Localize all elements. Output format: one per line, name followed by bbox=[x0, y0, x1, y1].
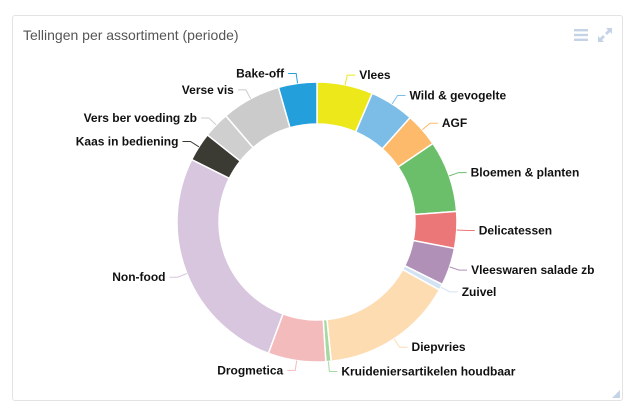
label-zuivel: Zuivel bbox=[462, 285, 497, 299]
label-non-food: Non-food bbox=[112, 270, 165, 284]
connector-agf bbox=[422, 122, 438, 131]
label-bake-off: Bake-off bbox=[236, 66, 285, 80]
slice-non-food[interactable] bbox=[176, 158, 284, 355]
label-kruideniersartikelen-houdbaar: Kruideniersartikelen houdbaar bbox=[341, 364, 515, 378]
label-kaas-in-bediening: Kaas in bediening bbox=[76, 134, 179, 148]
connector-bloemen-planten bbox=[449, 172, 467, 177]
connector-verse-vis bbox=[237, 89, 252, 99]
label-delicatessen: Delicatessen bbox=[479, 224, 552, 238]
expand-icon[interactable] bbox=[596, 26, 614, 44]
hamburger-menu-icon[interactable] bbox=[572, 26, 590, 44]
label-bloemen-planten: Bloemen & planten bbox=[471, 166, 580, 180]
label-vleeswaren-salade-zb: Vleeswaren salade zb bbox=[471, 263, 594, 277]
label-wild-gevogelte: Wild & gevogelte bbox=[410, 88, 507, 102]
connector-vers-ber-voeding-zb bbox=[200, 117, 217, 126]
connector-vlees bbox=[344, 74, 356, 85]
connector-zuivel bbox=[440, 286, 458, 293]
slice-bake-off[interactable] bbox=[277, 81, 318, 129]
panel-toolbar bbox=[572, 26, 614, 44]
panel-title: Tellingen per assortiment (periode) bbox=[23, 27, 239, 43]
connector-kruideniersartikelen-houdbaar bbox=[328, 361, 338, 372]
connector-drogmetica bbox=[287, 360, 298, 371]
connector-vleeswaren-salade-zb bbox=[449, 266, 468, 271]
label-vers-ber-voeding-zb: Vers ber voeding zb bbox=[84, 111, 197, 125]
connector-wild-gevogelte bbox=[391, 94, 406, 105]
label-drogmetica: Drogmetica bbox=[217, 363, 283, 377]
label-diepvries: Diepvries bbox=[412, 340, 466, 354]
connector-kaas-in-bediening bbox=[182, 140, 200, 148]
resize-handle-icon[interactable] bbox=[610, 388, 620, 398]
label-verse-vis: Verse vis bbox=[182, 83, 234, 97]
label-vlees: Vlees bbox=[359, 68, 391, 82]
connector-diepvries bbox=[393, 338, 408, 348]
connector-bake-off bbox=[288, 72, 299, 84]
label-agf: AGF bbox=[442, 116, 467, 130]
connector-delicatessen bbox=[456, 229, 475, 232]
connector-non-food bbox=[169, 273, 188, 278]
